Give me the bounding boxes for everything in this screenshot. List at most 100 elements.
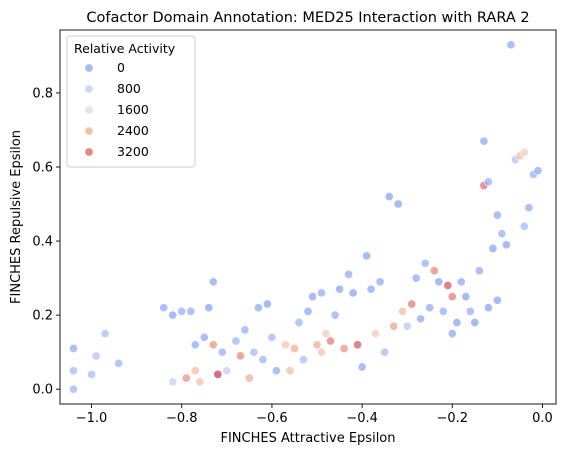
data-point: [353, 340, 363, 350]
data-point: [492, 210, 502, 220]
data-point: [294, 317, 304, 328]
legend: Relative Activity 0 800 1600 2400 3200: [66, 35, 196, 168]
data-point: [285, 366, 295, 376]
data-point: [425, 303, 435, 313]
data-point: [533, 166, 543, 176]
data-point: [357, 362, 367, 372]
data-point: [335, 284, 345, 294]
data-point: [235, 351, 245, 361]
plot-frame: [59, 29, 557, 405]
legend-marker: [84, 126, 94, 136]
x-tick-label: −1.0: [76, 411, 108, 426]
data-point: [195, 377, 205, 387]
legend-label: 1600: [117, 102, 149, 117]
data-point: [348, 288, 358, 298]
data-point: [186, 306, 196, 316]
data-point: [267, 332, 277, 342]
legend-marker: [84, 147, 94, 157]
data-point: [452, 317, 462, 328]
data-point: [213, 369, 223, 379]
y-tick-label: 0.4: [32, 235, 53, 250]
data-point: [411, 273, 421, 283]
data-point: [438, 306, 448, 316]
legend-marker: [84, 63, 94, 73]
x-axis-label: FINCHES Attractive Epsilon: [221, 431, 396, 446]
x-axis: −1.0 −0.8 −0.6 −0.4 −0.2 0.0: [76, 404, 553, 426]
data-point: [217, 347, 227, 357]
data-point: [271, 366, 281, 376]
y-tick-label: 0.2: [32, 309, 53, 324]
legend-title: Relative Activity: [74, 41, 176, 56]
data-point: [177, 306, 187, 316]
data-point: [298, 355, 309, 365]
data-point: [325, 336, 336, 346]
data-point: [483, 303, 493, 313]
data-point: [524, 203, 534, 213]
x-tick-label: −0.2: [437, 411, 469, 426]
data-point: [312, 340, 322, 350]
data-point: [244, 373, 254, 383]
y-axis-label: FINCHES Repulsive Epsilon: [9, 130, 24, 304]
data-point: [519, 221, 529, 231]
data-point: [168, 377, 178, 387]
y-tick-label: 0.6: [32, 161, 53, 176]
data-point: [190, 366, 200, 376]
data-point: [222, 366, 232, 376]
data-point: [371, 329, 381, 339]
data-point: [280, 340, 291, 350]
data-point: [68, 384, 79, 394]
data-point: [362, 251, 372, 261]
data-point: [100, 329, 110, 339]
x-tick-label: −0.4: [346, 411, 378, 426]
data-point: [168, 310, 178, 320]
data-point: [497, 229, 507, 239]
x-tick-label: 0.0: [532, 411, 553, 426]
data-point: [384, 192, 394, 202]
data-point: [208, 340, 218, 350]
data-point: [68, 366, 79, 376]
y-axis: 0.0 0.2 0.4 0.6 0.8: [32, 86, 60, 398]
data-point: [330, 310, 340, 320]
data-point: [506, 40, 516, 50]
data-point: [114, 358, 124, 368]
data-point: [398, 306, 408, 316]
data-point: [465, 306, 475, 316]
legend-label: 0: [117, 60, 125, 75]
data-point: [456, 277, 466, 287]
data-point: [420, 258, 430, 268]
data-point: [316, 347, 327, 357]
data-point: [492, 295, 502, 305]
data-point: [289, 343, 300, 354]
data-point: [262, 299, 272, 309]
data-point: [303, 306, 313, 316]
data-point: [240, 325, 250, 335]
data-point: [434, 277, 444, 287]
data-point: [519, 147, 529, 157]
x-tick-label: −0.6: [256, 411, 288, 426]
data-point: [249, 347, 259, 357]
y-tick-label: 0.8: [32, 86, 53, 101]
data-point: [190, 340, 200, 350]
data-point: [91, 351, 101, 361]
legend-label: 3200: [117, 144, 149, 159]
data-point: [316, 288, 327, 298]
data-point: [447, 292, 457, 302]
data-point: [447, 329, 457, 339]
data-point: [380, 347, 390, 357]
data-point: [208, 277, 218, 287]
data-point: [461, 292, 471, 302]
data-point: [258, 355, 268, 365]
data-point: [344, 269, 354, 279]
data-point: [389, 321, 399, 331]
legend-label: 2400: [117, 123, 149, 138]
data-point: [483, 177, 493, 187]
data-point: [181, 373, 191, 383]
data-point: [68, 343, 79, 354]
chart-title: Cofactor Domain Annotation: MED25 Intera…: [86, 10, 529, 26]
data-point: [416, 314, 426, 324]
data-point: [204, 303, 214, 313]
data-point: [488, 243, 498, 254]
data-point: [470, 317, 480, 328]
data-point: [474, 266, 484, 276]
